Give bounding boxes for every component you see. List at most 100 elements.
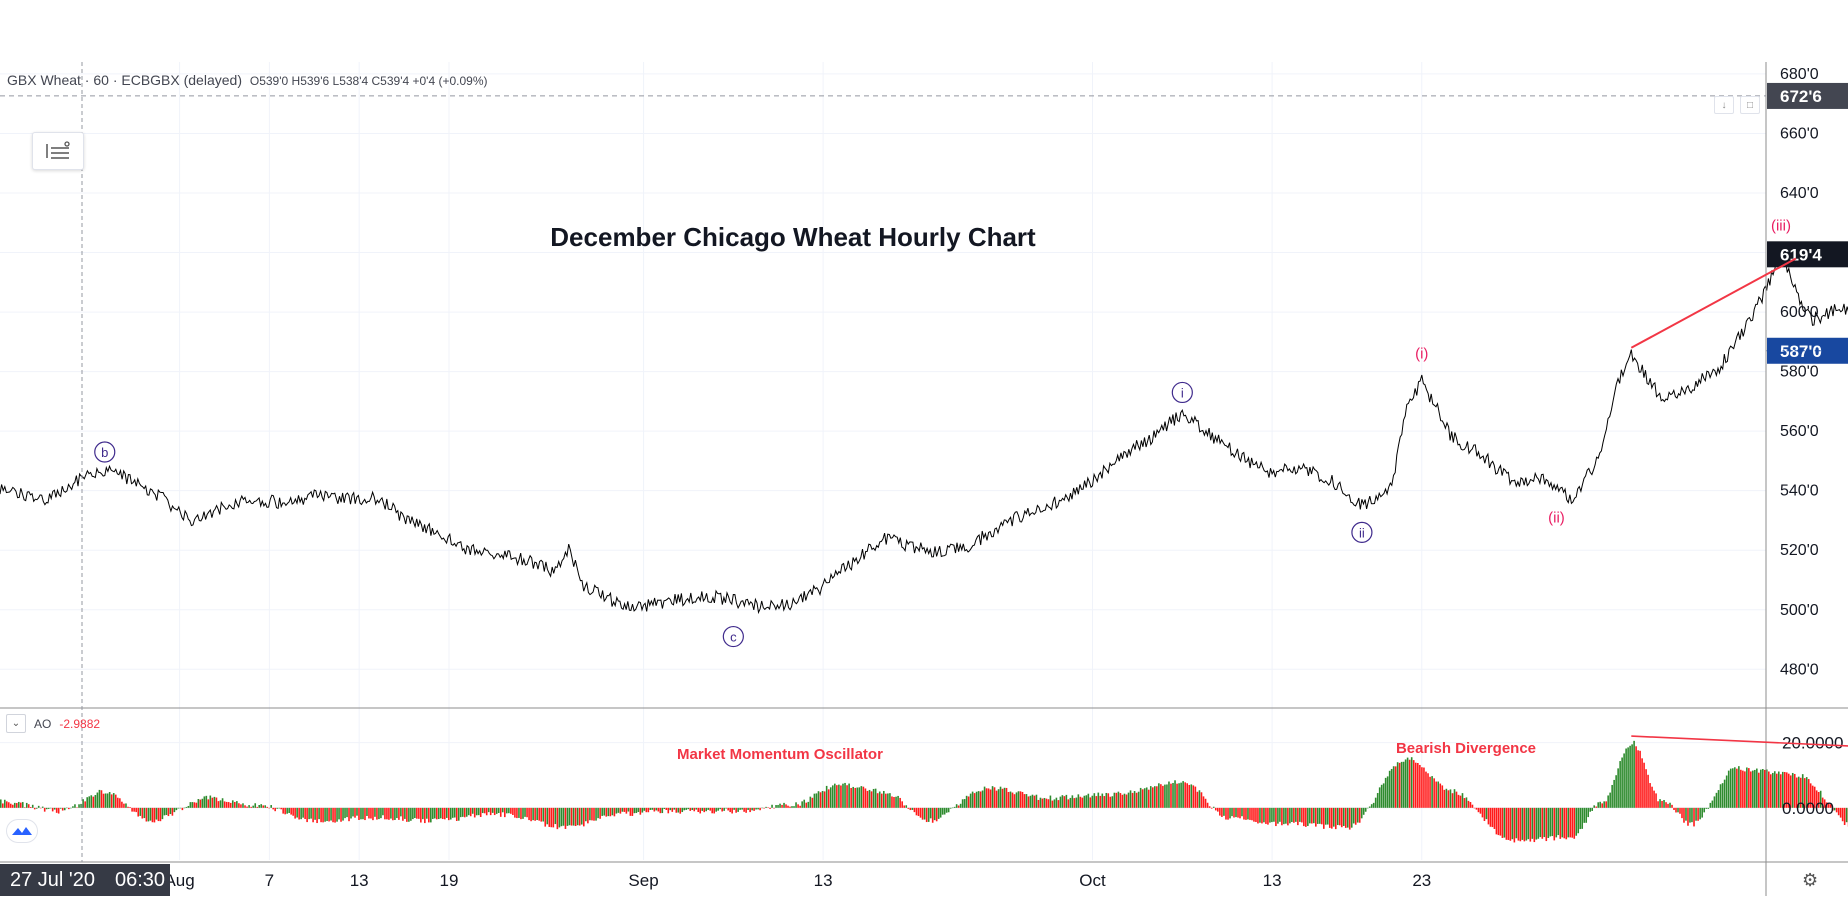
ao-bar — [934, 808, 936, 820]
ao-bar — [1571, 808, 1573, 838]
tradingview-logo-icon[interactable] — [7, 820, 37, 842]
ao-bar — [1136, 793, 1138, 808]
ao-bar — [1279, 808, 1281, 822]
ao-bar — [148, 808, 150, 822]
ao-pane[interactable] — [0, 741, 1848, 843]
ao-bar — [97, 793, 99, 808]
ao-bar — [1551, 808, 1553, 836]
ao-bar — [105, 793, 107, 807]
ao-bar — [753, 808, 755, 811]
ao-bar — [1538, 808, 1540, 839]
ao-bar — [42, 807, 44, 808]
ao-bar — [739, 808, 741, 810]
chevron-down-icon[interactable]: ⌄ — [6, 714, 26, 733]
ao-bar — [565, 808, 567, 829]
ao-bar — [408, 808, 410, 822]
ao-bar — [276, 808, 278, 809]
ao-bar — [1768, 771, 1770, 807]
ao-bar — [182, 808, 184, 810]
ao-bar — [1313, 808, 1315, 823]
ao-bar — [1303, 808, 1305, 826]
ao-bar — [988, 788, 990, 807]
ao-bar — [624, 808, 626, 812]
wave-label-b: b — [101, 445, 108, 460]
ao-bar — [693, 808, 695, 811]
ao-bar — [824, 791, 826, 807]
price-level-label: 672'6 — [1780, 87, 1822, 106]
ao-bar — [58, 808, 60, 814]
ao-bar — [867, 791, 869, 808]
ao-bar — [1026, 794, 1028, 808]
ao-bar — [296, 808, 298, 818]
ao-bar — [1695, 808, 1697, 821]
ao-bar — [1297, 808, 1299, 825]
ao-bar — [1062, 795, 1064, 808]
ao-bar — [954, 807, 956, 808]
ao-bar — [1363, 808, 1365, 815]
ao-bar — [873, 789, 875, 808]
ao-bar — [1012, 793, 1014, 808]
ao-bar — [1221, 808, 1223, 817]
ao-bar — [644, 808, 646, 811]
ao-bar — [72, 806, 74, 808]
ao-bar — [1142, 789, 1144, 808]
ao-bar — [1685, 808, 1687, 821]
ao-bar — [1323, 808, 1325, 829]
ao-bar — [1450, 789, 1452, 807]
ao-bar — [1683, 808, 1685, 823]
ao-bar — [667, 808, 669, 813]
ao-bar — [1565, 808, 1567, 839]
ao-bar — [1433, 778, 1435, 808]
ao-bar — [490, 808, 492, 815]
ao-bar — [516, 808, 518, 818]
ao-bar — [1573, 808, 1575, 839]
ao-bar — [1188, 785, 1190, 808]
ao-bar — [1456, 792, 1458, 808]
ao-bar — [328, 808, 330, 822]
ao-bar — [28, 804, 30, 808]
ao-bar — [498, 808, 500, 813]
ao-bar — [1347, 808, 1349, 828]
ao-bar — [432, 808, 434, 819]
ao-bar — [910, 808, 912, 810]
time-tick-label: 7 — [265, 871, 274, 890]
maximize-icon[interactable]: □ — [1740, 96, 1760, 114]
ao-bar — [1255, 808, 1257, 822]
ao-bar — [1462, 793, 1464, 808]
ao-bar — [1060, 797, 1062, 808]
ao-bar — [889, 793, 891, 808]
ao-bar — [1096, 796, 1098, 808]
ao-bar — [308, 808, 310, 819]
ao-bar — [1697, 808, 1699, 821]
ao-bar — [1750, 771, 1752, 807]
scale-down-icon[interactable]: ↓ — [1714, 96, 1734, 114]
ao-bar — [246, 807, 248, 808]
ao-bar — [141, 808, 143, 819]
ao-bar — [420, 808, 422, 823]
ao-bar — [719, 808, 721, 809]
ao-bar — [524, 808, 526, 817]
symbol-header[interactable]: GBX Wheat · 60 · ECBGBX (delayed) O539'0… — [7, 72, 488, 88]
symbol-title[interactable]: GBX Wheat · 60 · ECBGBX (delayed) — [7, 72, 242, 88]
ao-bar — [150, 808, 152, 821]
ao-bar — [877, 793, 879, 808]
ao-bar — [632, 808, 634, 816]
ao-bar — [1712, 801, 1714, 808]
ao-bar — [984, 787, 986, 808]
ao-bar — [146, 808, 148, 822]
ao-bar — [856, 788, 858, 808]
ao-bar — [1423, 768, 1425, 808]
ao-bar — [1293, 808, 1295, 823]
ao-bar — [1504, 808, 1506, 838]
gear-icon[interactable]: ⚙ — [1802, 870, 1818, 891]
ao-bar — [228, 802, 230, 808]
ao-bar — [1585, 808, 1587, 823]
ao-bar — [1532, 808, 1534, 839]
ao-header[interactable]: ⌄ AO -2.9882 — [6, 714, 100, 733]
ao-bar — [1722, 783, 1724, 808]
ao-bar — [1687, 808, 1689, 826]
ao-bar — [103, 794, 105, 808]
drawing-tools-button[interactable] — [32, 132, 84, 170]
ao-bar — [1239, 808, 1241, 818]
ao-bar — [456, 808, 458, 821]
